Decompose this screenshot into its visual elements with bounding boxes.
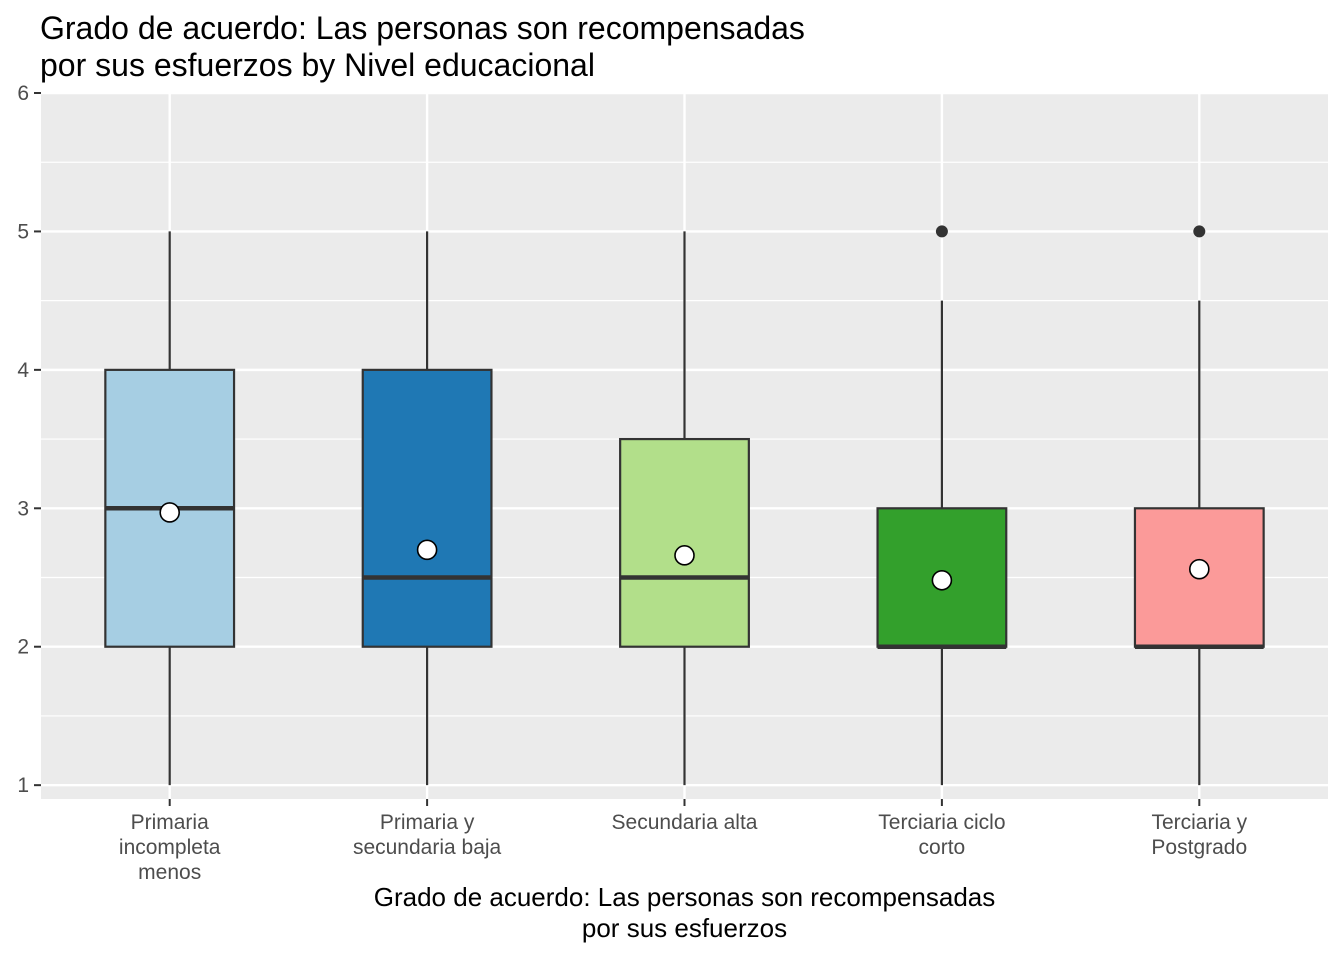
- mean-point: [674, 545, 695, 566]
- mean-point: [416, 539, 438, 561]
- x-tick-label: Primaria y secundaria baja: [353, 811, 502, 859]
- box-layer: [104, 225, 1265, 786]
- box-group: [619, 231, 750, 786]
- box: [876, 507, 1008, 648]
- x-tick-label: Terciaria ciclo corto: [878, 811, 1005, 859]
- y-tick-label: 3: [17, 497, 29, 520]
- outlier-point: [1193, 225, 1206, 238]
- y-tick-label: 6: [17, 82, 29, 105]
- y-tick-label: 4: [17, 359, 29, 382]
- box: [619, 437, 750, 648]
- box-group: [1133, 225, 1265, 786]
- y-tick-label: 2: [17, 636, 29, 659]
- x-tick-label: Terciaria y Postgrado: [1151, 811, 1247, 859]
- mean-point: [931, 569, 953, 591]
- mean-point: [1189, 558, 1210, 580]
- box: [361, 368, 493, 648]
- x-tick-label: Secundaria alta: [612, 811, 758, 834]
- box-group: [361, 231, 493, 786]
- y-tick-label: 1: [17, 774, 29, 797]
- y-tick-label: 5: [17, 220, 29, 243]
- x-axis-title: Grado de acuerdo: Las personas son recom…: [374, 882, 996, 943]
- mean-point: [159, 502, 180, 523]
- x-tick-label: Primaria incompleta menos: [119, 811, 221, 884]
- outlier-point: [935, 225, 948, 238]
- box-group: [104, 231, 236, 786]
- box-group: [876, 225, 1008, 786]
- chart-title: Grado de acuerdo: Las personas son recom…: [40, 10, 805, 83]
